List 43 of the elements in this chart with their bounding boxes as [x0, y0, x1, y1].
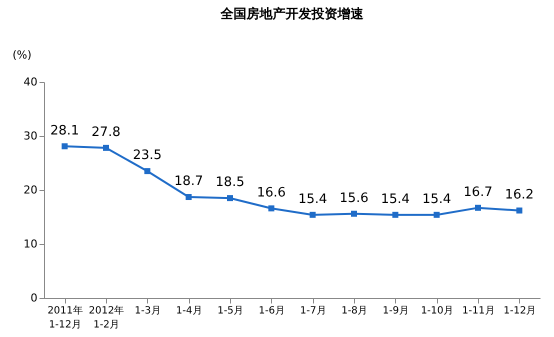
data-label: 18.5 [216, 175, 244, 190]
data-label: 27.8 [92, 124, 120, 140]
point [268, 205, 274, 212]
point [351, 210, 357, 217]
data-label: 16.6 [256, 185, 286, 200]
point [103, 144, 109, 151]
x-tick-label: 1-7月 [300, 306, 326, 316]
point [516, 208, 522, 214]
data-label: 28.1 [50, 123, 80, 138]
data-label: 16.2 [504, 188, 534, 203]
data-label: 15.4 [380, 192, 410, 207]
point [392, 212, 398, 218]
point [310, 212, 316, 218]
x-tick-label: 1-9月 [382, 306, 410, 316]
data-label: 18.7 [174, 174, 204, 190]
x-tick-label: 2012年 1-2月 [88, 304, 124, 330]
point [186, 194, 192, 200]
chart-title: 全国房地产开发投资增速 [220, 6, 364, 22]
y-axis-title: (%) [12, 48, 32, 62]
point [144, 168, 150, 174]
x-tick-label: 2011年 1-12月 [47, 304, 83, 330]
data-label: 15.4 [422, 192, 452, 207]
point [62, 143, 68, 150]
x-tick-label: 1-10月 [420, 306, 454, 316]
point [475, 204, 481, 211]
x-tick-label: 1-12月 [503, 306, 536, 316]
y-tick-label: 20 [24, 184, 38, 196]
data-label: 23.5 [132, 148, 162, 164]
point [434, 212, 440, 218]
x-tick-label: 1-11月 [462, 306, 495, 316]
data-label: 15.6 [340, 190, 368, 206]
y-tick-label: 10 [24, 238, 38, 250]
x-tick-label: 1-3月 [134, 306, 162, 316]
y-tick-label: 30 [24, 130, 38, 142]
data-label: 15.4 [298, 192, 328, 207]
point [227, 195, 233, 202]
x-tick-label: 1-4月 [176, 306, 202, 316]
y-tick-label: 0 [30, 292, 38, 304]
data-label: 16.7 [464, 184, 492, 200]
x-tick-label: 1-6月 [258, 306, 286, 316]
x-tick-label: 1-5月 [217, 306, 244, 316]
y-tick-label: 40 [24, 76, 38, 88]
x-tick-label: 1-8月 [341, 306, 368, 316]
